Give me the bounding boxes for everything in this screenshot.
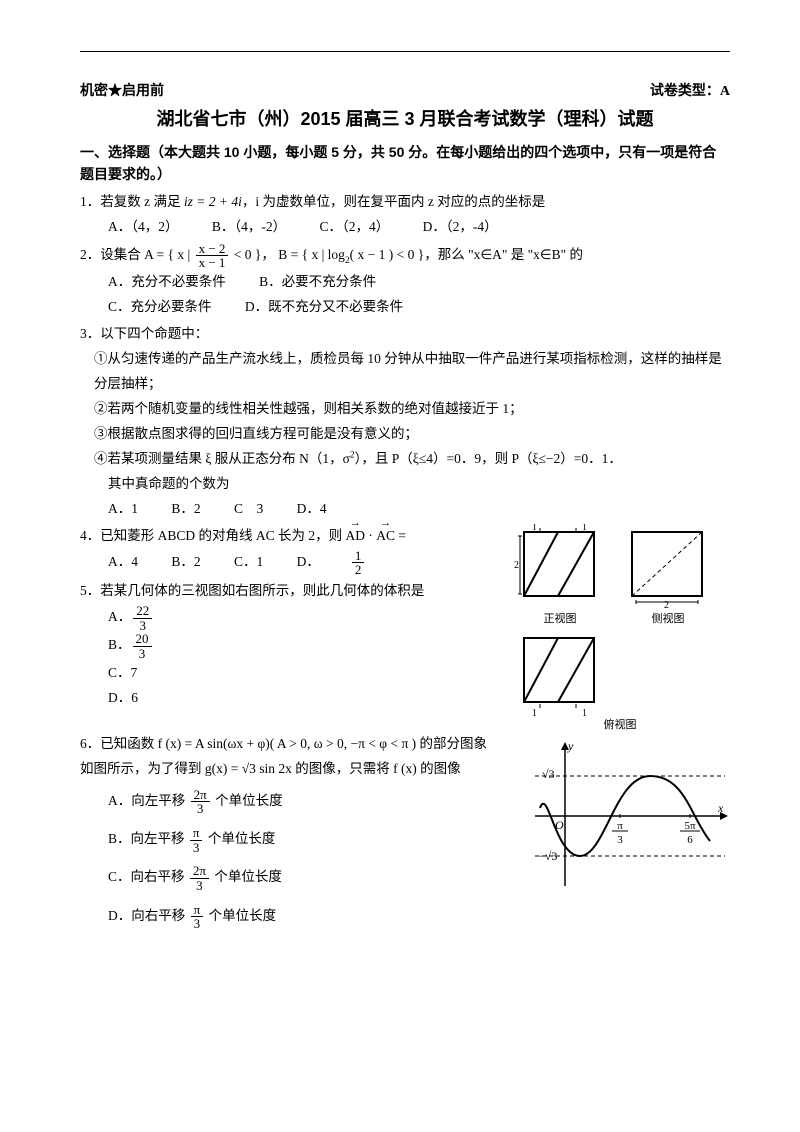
q6-opt-b-frac: π3 bbox=[190, 826, 203, 854]
sine-graph: y √3 −√3 O x π 3 5π 6 bbox=[530, 736, 730, 896]
svg-text:√3: √3 bbox=[542, 767, 555, 781]
q6-opt-unit-c: 个单位长度 bbox=[211, 870, 282, 885]
q2-opt-c: C．充分必要条件 bbox=[108, 295, 212, 320]
q1-opt-a: A．（4，2） bbox=[108, 215, 179, 240]
side-view-svg: 2 bbox=[618, 524, 718, 610]
q3-p4a: ④若某项测量结果 ξ 服从正态分布 N（1，σ bbox=[94, 451, 350, 466]
q1-opt-d: D．（2，-4） bbox=[423, 215, 498, 240]
q5-opt-a-frac: 223 bbox=[133, 604, 152, 632]
q1-opt-b: B．（4，-2） bbox=[212, 215, 286, 240]
q2-stem-c: ( x − 1 ) < 0 }，那么 "x∈A" 是 "x∈B" 的 bbox=[350, 247, 583, 262]
q2-opt-a: A．充分不必要条件 bbox=[108, 270, 226, 295]
top-rule bbox=[80, 50, 730, 52]
q6-opt-b-label: B．向左平移 bbox=[108, 831, 188, 846]
front-view-svg: 1 1 2 bbox=[510, 524, 610, 610]
q3-opt-d: D．4 bbox=[297, 501, 327, 516]
q4-opt-a: A．4 bbox=[108, 550, 138, 575]
svg-text:O: O bbox=[555, 818, 564, 832]
svg-text:6: 6 bbox=[687, 834, 693, 846]
q2-opt-d: D．既不充分又不必要条件 bbox=[245, 295, 403, 320]
question-3: 3．以下四个命题中： ①从匀速传递的产品生产流水线上，质检员每 10 分钟从中抽… bbox=[80, 322, 730, 522]
three-view-figures: 1 1 2 正视图 2 侧视图 bbox=[510, 524, 730, 732]
q6-opt-c-label: C．向右平移 bbox=[108, 870, 188, 885]
q4-opt-d-label: D．12 bbox=[297, 549, 425, 577]
svg-text:y: y bbox=[567, 739, 574, 753]
q6-opt-a-label: A．向左平移 bbox=[108, 793, 189, 808]
paper-type-label: 试卷类型：A bbox=[650, 80, 730, 100]
q3-p4b: ），且 P（ξ≤4）=0．9，则 P（ξ≤−2）=0．1． bbox=[355, 451, 622, 466]
q3-opt-b: B．2 bbox=[171, 501, 200, 516]
top-line: 机密★启用前 试卷类型：A bbox=[80, 80, 730, 100]
q5-opt-a-label: A． bbox=[108, 609, 131, 624]
svg-text:3: 3 bbox=[617, 834, 623, 846]
q1-opt-c: C．（2，4） bbox=[320, 215, 390, 240]
q4-opt-b: B．2 bbox=[171, 550, 200, 575]
main-title: 湖北省七市（州）2015 届高三 3 月联合考试数学（理科）试题 bbox=[80, 106, 730, 133]
q2-opt-b: B．必要不充分条件 bbox=[259, 270, 376, 295]
svg-text:x: x bbox=[717, 801, 724, 815]
svg-text:1: 1 bbox=[582, 708, 587, 716]
q6-opt-unit-d: 个单位长度 bbox=[205, 908, 276, 923]
q3-tail: 其中真命题的个数为 bbox=[80, 472, 730, 497]
q6-opt-d-label: D．向右平移 bbox=[108, 908, 189, 923]
svg-text:1: 1 bbox=[532, 524, 537, 533]
q4-opt-c: C．1 bbox=[234, 550, 263, 575]
secret-label: 机密★启用前 bbox=[80, 80, 164, 100]
svg-text:1: 1 bbox=[582, 524, 587, 533]
side-view-label: 侧视图 bbox=[618, 610, 718, 626]
q6-stem: 6．已知函数 f (x) = A sin(ωx + φ)( A > 0, ω >… bbox=[80, 732, 500, 782]
q3-opt-a: A．1 bbox=[108, 501, 138, 516]
section-heading: 一、选择题（本大题共 10 小题，每小题 5 分，共 50 分。在每小题给出的四… bbox=[80, 141, 730, 186]
q1-stem-a: 1．若复数 z 满足 bbox=[80, 194, 184, 209]
q3-stem: 3．以下四个命题中： bbox=[80, 322, 730, 347]
q2-stem-b: ， B = { x | log bbox=[261, 247, 345, 262]
svg-text:−√3: −√3 bbox=[538, 849, 557, 863]
q6-opt-c-frac: 2π3 bbox=[190, 864, 209, 892]
q4-dot: · bbox=[365, 528, 376, 543]
q3-p3: ③根据散点图求得的回归直线方程可能是没有意义的； bbox=[80, 422, 730, 447]
question-1: 1．若复数 z 满足 iz = 2 + 4i，i 为虚数单位，则在复平面内 z … bbox=[80, 190, 730, 240]
q3-opt-c: C 3 bbox=[234, 501, 263, 516]
q6-opt-unit-a: 个单位长度 bbox=[212, 793, 283, 808]
q1-formula: iz = 2 + 4i bbox=[184, 194, 242, 209]
svg-text:π: π bbox=[617, 820, 623, 832]
q2-fraction: x − 2x − 1 bbox=[196, 242, 229, 270]
q6-opt-a-frac: 2π3 bbox=[191, 788, 210, 816]
question-2: 2．设集合 A = { x | x − 2x − 1 < 0 }， B = { … bbox=[80, 242, 730, 320]
q4-vec2: AC bbox=[376, 524, 395, 549]
q5-opt-b-frac: 203 bbox=[133, 632, 152, 660]
top-view-label: 俯视图 bbox=[510, 716, 730, 732]
q4-vec1: AD bbox=[346, 524, 366, 549]
q6-opt-unit-b: 个单位长度 bbox=[204, 831, 275, 846]
svg-text:5π: 5π bbox=[684, 820, 696, 832]
top-view-svg: 1 1 bbox=[510, 630, 610, 716]
svg-text:2: 2 bbox=[514, 560, 519, 571]
q5-opt-b-label: B． bbox=[108, 638, 131, 653]
svg-text:1: 1 bbox=[532, 708, 537, 716]
q2-formula-a: < 0 } bbox=[230, 247, 261, 262]
q3-p2: ②若两个随机变量的线性相关性越强，则相关系数的绝对值越接近于 1； bbox=[80, 397, 730, 422]
q4-stem-a: 4．已知菱形 ABCD 的对角线 AC 长为 2，则 bbox=[80, 528, 346, 543]
front-view-label: 正视图 bbox=[510, 610, 610, 626]
q3-p1: ①从匀速传递的产品生产流水线上，质检员每 10 分钟从中抽取一件产品进行某项指标… bbox=[80, 347, 730, 397]
q2-stem-a: 2．设集合 A = { x | bbox=[80, 247, 194, 262]
q1-stem-b: ，i 为虚数单位，则在复平面内 z 对应的点的坐标是 bbox=[242, 194, 545, 209]
q4-eq: = bbox=[395, 528, 406, 543]
q6-opt-d-frac: π3 bbox=[191, 903, 204, 931]
